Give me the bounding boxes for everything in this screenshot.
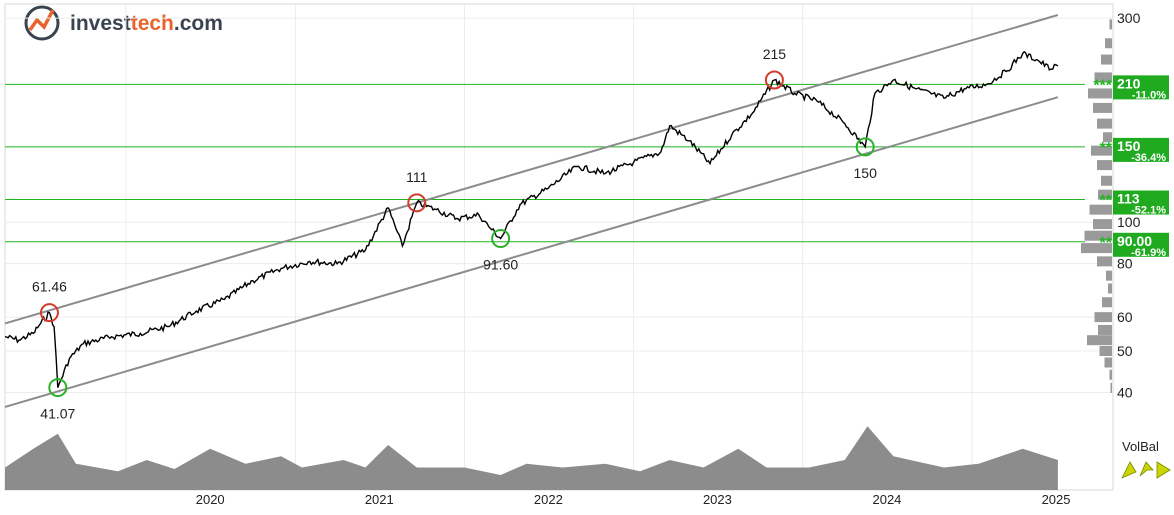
y-tick-label: 80 (1117, 256, 1133, 272)
support-value: 150 (1117, 138, 1141, 154)
logo-text-3: .com (174, 12, 223, 35)
support-pct: -11.0% (1132, 89, 1166, 101)
support-label-box (1113, 137, 1169, 162)
pivot-label: 150 (854, 165, 878, 181)
volume-profile-bar (1101, 175, 1112, 186)
volume-profile-bar (1097, 160, 1112, 171)
pivot-label: 111 (406, 169, 427, 185)
volume-profile (1081, 19, 1112, 393)
support-value: 210 (1117, 75, 1141, 91)
x-tick-label: 2024 (872, 492, 901, 507)
volume-profile-bar (1097, 256, 1112, 267)
investtech-logo: investtech.com (24, 5, 223, 41)
support-stars: *** (1093, 77, 1112, 94)
x-tick-label: 2025 (1042, 492, 1071, 507)
plot-frame (4, 3, 1114, 491)
y-tick-label: 50 (1117, 343, 1133, 359)
arrow-up-icon (1121, 461, 1137, 479)
volume-profile-bar (1103, 132, 1112, 143)
volume-profile-bar (1102, 297, 1112, 308)
y-tick-label: 300 (1117, 10, 1141, 26)
x-tick-label: 2021 (365, 492, 394, 507)
logo-text-2: tech (131, 12, 174, 35)
volume-profile-bar (1093, 102, 1112, 113)
volume-profile-bar (1087, 335, 1112, 346)
pivot-label: 61.46 (32, 279, 67, 295)
x-axis: 2020 2021 2022 2023 2024 2025 (196, 492, 1071, 507)
volume-profile-bar (1109, 19, 1112, 30)
pivot-label: 41.07 (40, 406, 75, 422)
y-axis: 40 50 60 80 100 300 (1117, 10, 1141, 400)
grid (5, 4, 1113, 490)
support-value: 90.00 (1117, 233, 1152, 249)
support-pct: -36.4% (1131, 152, 1166, 164)
support-pct: -61.9% (1131, 247, 1166, 259)
y-tick-label: 60 (1117, 309, 1133, 325)
svg-text:investtech.com: investtech.com (70, 12, 223, 35)
x-tick-label: 2023 (703, 492, 732, 507)
top-pivot-circle (764, 70, 784, 90)
trend-channel-lower (4, 96, 1059, 408)
support-lines (5, 83, 1085, 243)
volume-profile-bar (1091, 145, 1112, 156)
volbal-arrows (1121, 461, 1171, 479)
bottom-pivot-circle (491, 229, 511, 249)
arrow-right-icon (1156, 461, 1171, 479)
y-tick-label: 100 (1117, 214, 1141, 230)
arrow-up-right-icon (1139, 461, 1154, 477)
volume-balance-area (5, 426, 1058, 490)
volume-profile-bar (1110, 382, 1112, 393)
volume-profile-bar (1089, 204, 1112, 215)
bottom-pivot-circle (48, 378, 68, 398)
logo-arrow-icon (28, 9, 55, 32)
support-labels: *** 210-11.0%** 150-36.4%** 113-52.1%** 90.0… (1093, 75, 1169, 259)
volume-profile-bar (1093, 219, 1112, 230)
volume-profile-bar (1098, 189, 1112, 200)
support-stars: ** (1100, 193, 1113, 210)
pivot-label: 91.60 (483, 257, 518, 273)
volume-profile-bar (1084, 230, 1112, 241)
support-value: 113 (1117, 191, 1140, 207)
volume-profile-bar (1099, 346, 1112, 357)
top-pivot-circle (39, 303, 59, 323)
support-label-box (1113, 232, 1169, 257)
volume-profile-bar (1088, 88, 1112, 99)
volbal-label: VolBal (1122, 439, 1159, 454)
pivot-label: 215 (763, 46, 787, 62)
price-line (4, 50, 1059, 388)
x-tick-label: 2020 (196, 492, 225, 507)
volume-profile-bar (1094, 312, 1112, 323)
price-series (4, 50, 1059, 388)
volume-profile-bar (1105, 38, 1112, 49)
volume-profile-bar (1098, 324, 1112, 335)
logo-circle-icon (24, 5, 60, 41)
y-tick-label: 40 (1117, 384, 1133, 400)
volume-profile-bar (1097, 118, 1112, 129)
volume-profile-bar (1081, 243, 1112, 254)
pivot-annotations: 61.46 41.07 111 91.60 215 150 (32, 46, 877, 422)
support-label-box (1113, 190, 1169, 215)
volume-balance-shape (5, 426, 1058, 490)
volume-profile-bar (1104, 357, 1112, 368)
volume-profile-bar (1101, 54, 1112, 65)
trend-channel (4, 14, 1059, 408)
volume-profile-bar (1106, 270, 1112, 281)
volume-profile-bar (1109, 369, 1112, 380)
top-pivot-circle (407, 193, 427, 213)
support-pct: -52.1% (1131, 205, 1166, 217)
volume-profile-bar (1094, 72, 1112, 83)
support-stars: ** (1100, 140, 1113, 157)
trend-channel-upper (4, 14, 1059, 325)
support-stars: ** (1100, 235, 1113, 252)
bottom-pivot-circle (855, 137, 875, 157)
support-label-box (1113, 75, 1169, 100)
logo-text-1: invest (70, 12, 131, 35)
volume-profile-bar (1108, 283, 1112, 294)
x-tick-label: 2022 (534, 492, 563, 507)
